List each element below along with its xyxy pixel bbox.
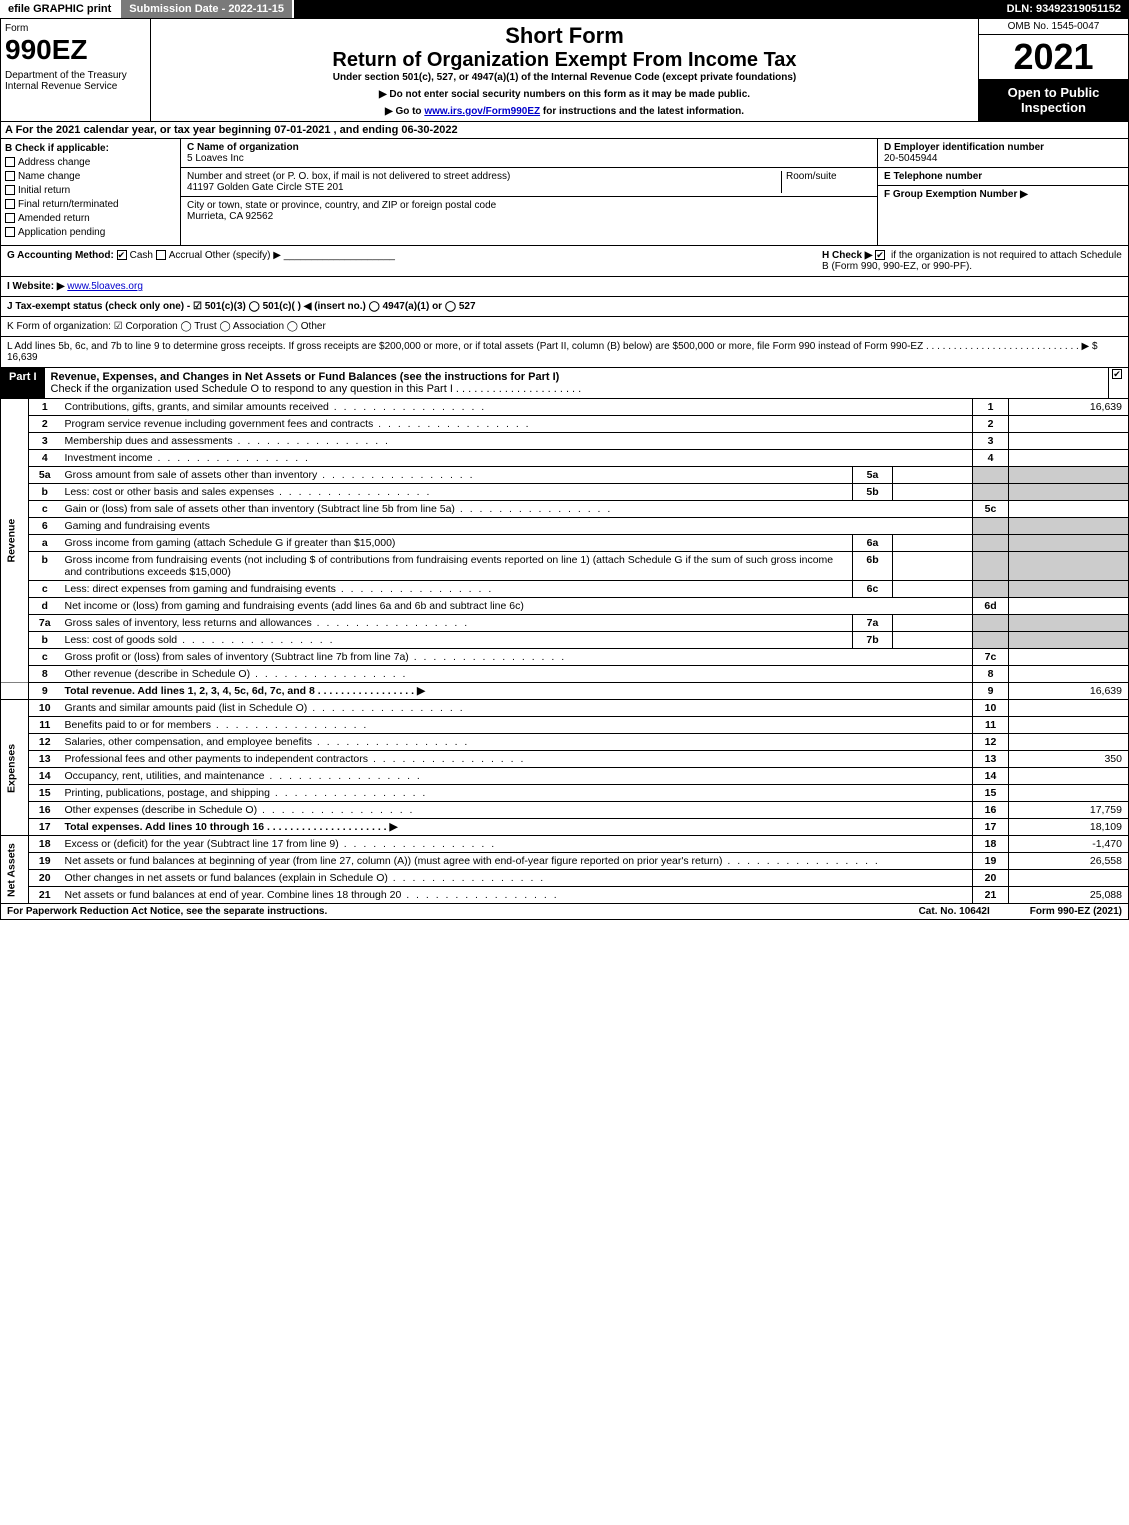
part-i-badge: Part I xyxy=(1,368,45,398)
l-text: L Add lines 5b, 6c, and 7b to line 9 to … xyxy=(7,341,1098,352)
footer-mid: Cat. No. 10642I xyxy=(919,906,990,917)
dln: DLN: 93492319051152 xyxy=(999,0,1129,18)
amt-1: 16,639 xyxy=(1009,399,1129,416)
omb-number: OMB No. 1545-0047 xyxy=(979,19,1128,35)
tax-year: 2021 xyxy=(979,35,1128,79)
row-i: I Website: ▶ www.5loaves.org xyxy=(0,277,1129,297)
lines-table: Revenue 1 Contributions, gifts, grants, … xyxy=(0,399,1129,904)
org-name: 5 Loaves Inc xyxy=(187,153,244,164)
goto-note: ▶ Go to www.irs.gov/Form990EZ for instru… xyxy=(155,106,974,117)
under-section: Under section 501(c), 527, or 4947(a)(1)… xyxy=(155,72,974,83)
side-revenue: Revenue xyxy=(1,399,29,683)
ssn-note: ▶ Do not enter social security numbers o… xyxy=(155,89,974,100)
info-block: B Check if applicable: Address change Na… xyxy=(0,139,1129,246)
short-form-title: Short Form xyxy=(155,23,974,49)
street: 41197 Golden Gate Circle STE 201 xyxy=(187,182,344,193)
b-opt: Amended return xyxy=(5,213,176,224)
row-k: K Form of organization: ☑ Corporation ◯ … xyxy=(0,317,1129,337)
form-header: Form 990EZ Department of the Treasury In… xyxy=(0,18,1129,122)
top-bar: efile GRAPHIC print Submission Date - 20… xyxy=(0,0,1129,18)
k-text: K Form of organization: ☑ Corporation ◯ … xyxy=(7,321,1122,332)
j-text: J Tax-exempt status (check only one) - ☑… xyxy=(7,301,476,312)
amt-13: 350 xyxy=(1009,751,1129,768)
website-link[interactable]: www.5loaves.org xyxy=(67,281,143,292)
footer-left: For Paperwork Reduction Act Notice, see … xyxy=(7,906,919,917)
submission-date: Submission Date - 2022-11-15 xyxy=(121,0,294,18)
footer-right: Form 990-EZ (2021) xyxy=(1030,906,1122,917)
ein-label: D Employer identification number xyxy=(884,142,1044,153)
efile-label: efile GRAPHIC print xyxy=(0,0,121,18)
row-l: L Add lines 5b, 6c, and 7b to line 9 to … xyxy=(0,337,1129,368)
return-title: Return of Organization Exempt From Incom… xyxy=(155,49,974,72)
page-footer: For Paperwork Reduction Act Notice, see … xyxy=(0,904,1129,920)
b-opt: Initial return xyxy=(5,185,176,196)
room-label: Room/suite xyxy=(786,171,837,182)
total-revenue: 16,639 xyxy=(1009,683,1129,700)
irs-link[interactable]: www.irs.gov/Form990EZ xyxy=(424,106,540,117)
header-left: Form 990EZ Department of the Treasury In… xyxy=(1,19,151,121)
amt-19: 26,558 xyxy=(1009,853,1129,870)
group-label: F Group Exemption Number ▶ xyxy=(884,189,1028,200)
part-i-title: Revenue, Expenses, and Changes in Net As… xyxy=(45,368,1108,398)
b-label: B Check if applicable: xyxy=(5,143,176,154)
b-opt: Final return/terminated xyxy=(5,199,176,210)
section-c: C Name of organization 5 Loaves Inc Numb… xyxy=(181,139,878,245)
l-amount: 16,639 xyxy=(7,352,38,363)
street-label: Number and street (or P. O. box, if mail… xyxy=(187,171,510,182)
part-i-checknote: Check if the organization used Schedule … xyxy=(51,383,582,395)
b-opt: Name change xyxy=(5,171,176,182)
city: Murrieta, CA 92562 xyxy=(187,211,273,222)
tel-label: E Telephone number xyxy=(884,171,982,182)
i-label: I Website: ▶ xyxy=(7,281,65,292)
b-opt: Address change xyxy=(5,157,176,168)
side-expenses: Expenses xyxy=(1,700,29,836)
part-i-header-row: Part I Revenue, Expenses, and Changes in… xyxy=(0,368,1129,399)
total-expenses: 18,109 xyxy=(1009,819,1129,836)
part-i-checkbox xyxy=(1108,368,1128,398)
form-number: 990EZ xyxy=(5,34,146,66)
open-inspection: Open to Public Inspection xyxy=(979,79,1128,121)
amt-21: 25,088 xyxy=(1009,887,1129,904)
amt-18: -1,470 xyxy=(1009,836,1129,853)
section-def: D Employer identification number 20-5045… xyxy=(878,139,1128,245)
g-label: G Accounting Method: xyxy=(7,250,114,261)
row-a-taxyear: A For the 2021 calendar year, or tax yea… xyxy=(0,122,1129,139)
h-label: H Check ▶ xyxy=(822,250,872,261)
form-label: Form xyxy=(5,23,146,34)
ein: 20-5045944 xyxy=(884,153,937,164)
section-b: B Check if applicable: Address change Na… xyxy=(1,139,181,245)
city-label: City or town, state or province, country… xyxy=(187,200,496,211)
row-g-h: G Accounting Method: Cash Accrual Other … xyxy=(0,246,1129,277)
header-right: OMB No. 1545-0047 2021 Open to Public In… xyxy=(978,19,1128,121)
header-center: Short Form Return of Organization Exempt… xyxy=(151,19,978,121)
department: Department of the Treasury Internal Reve… xyxy=(5,70,146,92)
b-opt: Application pending xyxy=(5,227,176,238)
side-netassets: Net Assets xyxy=(1,836,29,904)
amt-16: 17,759 xyxy=(1009,802,1129,819)
row-j: J Tax-exempt status (check only one) - ☑… xyxy=(0,297,1129,317)
c-name-label: C Name of organization xyxy=(187,142,299,153)
